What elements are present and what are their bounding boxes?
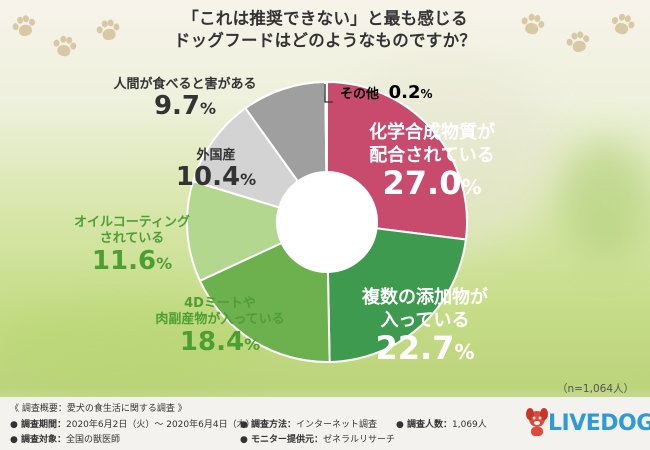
data-label-value: 9.7 — [153, 91, 201, 122]
data-label-text: 人間が食べると害がある — [113, 77, 257, 92]
sample-size: （n=1,064人） — [556, 383, 634, 395]
survey-provider-key: ● モニター提供元： — [240, 435, 323, 445]
survey-respondents: ● 調査人数：1,069人 — [396, 417, 487, 430]
data-label-harmful-to-humans: 人間が食べると害がある 9.7% — [110, 77, 260, 121]
survey-period: ● 調査期間：2020年6月2日（火）〜 2020年6月4日（木） — [10, 417, 255, 430]
data-label-unit: % — [420, 87, 433, 101]
data-label-text: されている — [99, 231, 165, 247]
background-haze — [560, 140, 650, 260]
data-label-text: 4Dミートや — [184, 296, 256, 311]
data-label-text: 複数の添加物が — [362, 287, 488, 308]
survey-period-key: ● 調査期間： — [10, 420, 66, 430]
data-label-text: 外国産 — [196, 148, 236, 163]
survey-period-value: 2020年6月2日（火）〜 2020年6月4日（木） — [66, 420, 255, 430]
data-label-unit: % — [454, 340, 475, 364]
leader-line-other — [324, 84, 333, 103]
survey-respondents-key: ● 調査人数： — [396, 420, 452, 430]
chart-title: 「これは推奨できない」と最も感じる ドッグフードはどのようなものですか？ — [0, 8, 650, 53]
data-label-imported: 外国産 10.4% — [166, 148, 266, 192]
data-label-4d-meat: 4Dミートや 肉副産物が入っている 18.4% — [150, 296, 290, 356]
brand-logo: LIVEDOG — [524, 403, 650, 445]
data-label-unit: % — [461, 175, 482, 199]
data-label-unit: % — [200, 99, 217, 119]
data-label-value: 22.7 — [375, 329, 455, 367]
survey-provider: ● モニター提供元：ゼネラルリサーチ — [240, 432, 395, 445]
data-label-additives: 複数の添加物が 入っている 22.7% — [345, 287, 505, 366]
data-label-chemical-synthetic: 化学合成物質が 配合されている 27.0% — [352, 122, 512, 201]
data-label-value: 10.4 — [175, 162, 241, 193]
data-label-text: 配合されている — [369, 144, 495, 166]
data-label-value: 0.2 — [388, 82, 421, 103]
data-label-oil-coating: オイルコーティング されている 11.6% — [62, 215, 202, 275]
survey-target: ● 調査対象：全国の獣医師 — [10, 432, 120, 445]
chart-title-line-1: 「これは推奨できない」と最も感じる — [182, 9, 468, 28]
chart-title-line-2: ドッグフードはどのようなものですか？ — [173, 31, 477, 51]
data-label-text: オイルコーティング — [74, 215, 190, 230]
survey-provider-value: ゼネラルリサーチ — [323, 435, 396, 445]
data-label-text: その他 — [340, 87, 380, 102]
data-label-unit: % — [244, 334, 261, 354]
data-label-value: 11.6 — [91, 245, 157, 276]
data-label-unit: % — [156, 253, 173, 273]
background-haze — [0, 300, 260, 390]
dog-mascot-icon — [526, 408, 548, 436]
survey-method: ● 調査方法：インターネット調査 — [240, 417, 377, 430]
survey-method-value: インターネット調査 — [296, 420, 378, 430]
data-label-text: 入っている — [380, 309, 470, 331]
survey-target-key: ● 調査対象： — [10, 435, 66, 445]
data-label-unit: % — [240, 170, 257, 190]
data-label-text: 肉副産物が入っている — [155, 312, 285, 328]
data-label-other: その他 0.2% — [340, 82, 460, 103]
survey-target-value: 全国の獣医師 — [66, 435, 121, 445]
survey-respondents-value: 1,069人 — [452, 420, 487, 430]
survey-method-key: ● 調査方法： — [240, 420, 296, 430]
survey-overview-heading: 《 調査概要：愛犬の食生活に関する調査 》 — [10, 404, 187, 414]
donut-hole — [277, 172, 377, 272]
brand-logo-text: LIVEDOG — [548, 411, 650, 436]
data-label-value: 18.4 — [179, 326, 245, 357]
data-label-value: 27.0 — [382, 164, 462, 202]
data-label-text: 化学合成物質が — [369, 122, 495, 143]
survey-footer: 《 調査概要：愛犬の食生活に関する調査 》 ● 調査期間：2020年6月2日（火… — [0, 397, 650, 450]
